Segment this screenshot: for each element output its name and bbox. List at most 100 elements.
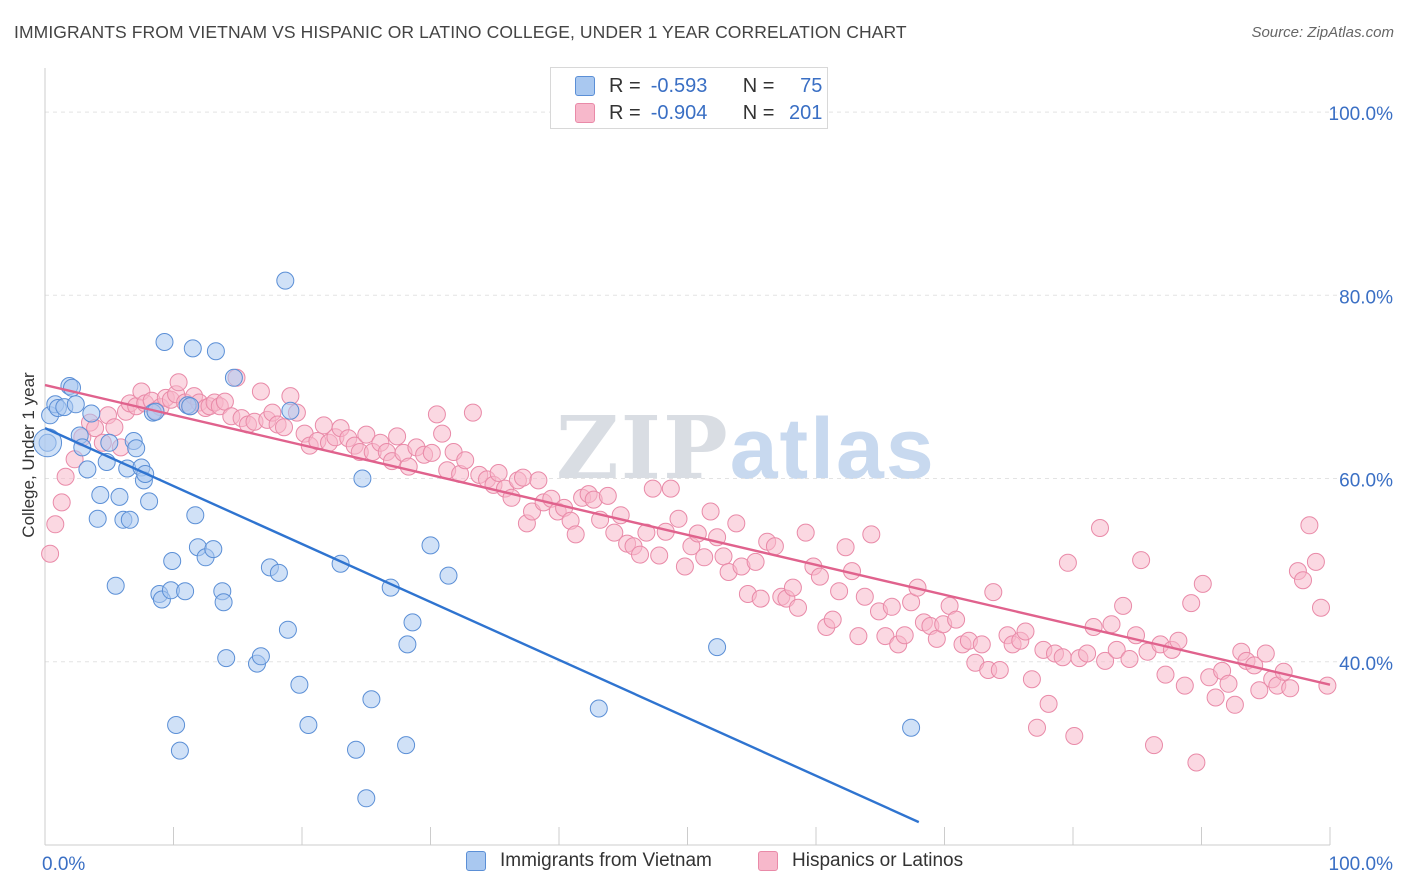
hispanic-point xyxy=(783,578,802,597)
legend-swatch-pink xyxy=(575,103,595,123)
y-tick-label: 60.0% xyxy=(1339,471,1393,492)
vietnam-point xyxy=(120,510,139,529)
vietnam-point xyxy=(127,439,146,458)
vietnam-point xyxy=(100,433,119,452)
legend-n-label: N = xyxy=(742,74,775,97)
vietnam-point xyxy=(163,552,182,570)
hispanic-point xyxy=(727,514,746,533)
vietnam-point xyxy=(397,736,416,755)
hispanic-point xyxy=(1156,665,1175,684)
hispanic-point xyxy=(984,583,1003,602)
hispanic-point xyxy=(1256,644,1275,663)
legend-r-value: -0.593 xyxy=(650,74,708,97)
hispanic-point xyxy=(456,451,475,470)
hispanic-point xyxy=(388,427,407,446)
vietnam-point xyxy=(217,649,236,668)
hispanic-point xyxy=(830,582,849,601)
y-tick-label: 40.0% xyxy=(1339,654,1393,675)
hispanic-point xyxy=(862,525,881,544)
hispanic-point xyxy=(796,523,815,542)
hispanic-point xyxy=(990,661,1009,679)
hispanic-point xyxy=(1300,516,1319,535)
hispanic-point xyxy=(1169,631,1188,650)
grid-lines xyxy=(45,111,1338,663)
hispanic-point xyxy=(669,509,688,528)
legend-n-label: N = xyxy=(742,101,775,124)
vietnam-point xyxy=(91,486,110,504)
vietnam-point xyxy=(439,566,458,585)
hispanic-point xyxy=(427,405,446,424)
watermark-zip: ZIP xyxy=(556,398,730,499)
vietnam-point xyxy=(167,716,186,734)
vietnam-point xyxy=(421,536,440,555)
hispanic-point xyxy=(1206,688,1225,707)
hispanic-point xyxy=(855,587,874,606)
vietnam-point xyxy=(106,576,125,595)
x-tick-label-max: 100.0% xyxy=(1329,854,1394,875)
hispanic-point xyxy=(1225,695,1244,714)
series-name-hispanic: Hispanics or Latinos xyxy=(792,850,964,871)
hispanic-point xyxy=(1250,681,1269,700)
hispanic-point xyxy=(746,552,765,571)
hispanic-point xyxy=(810,567,829,586)
vietnam-point xyxy=(183,339,202,358)
hispanic-point xyxy=(1312,598,1330,617)
hispanic-point xyxy=(357,425,376,444)
legend-r-label: R = xyxy=(609,101,641,124)
hispanic-point xyxy=(169,373,188,392)
hispanic-point xyxy=(598,486,617,505)
hispanic-point xyxy=(1306,552,1325,571)
hispanic-point xyxy=(1318,676,1337,695)
hispanic-point xyxy=(714,547,733,566)
vietnam-point xyxy=(269,563,288,582)
legend-row-vietnam: R = -0.593 N = 75 xyxy=(575,73,822,99)
hispanic-point xyxy=(251,382,270,401)
vietnam-point xyxy=(281,401,300,420)
y-tick-label: 80.0% xyxy=(1339,287,1393,308)
legend-n-value: 201 xyxy=(789,101,823,124)
vietnam-point xyxy=(347,740,365,759)
watermark-atlas: atlas xyxy=(729,401,936,497)
hispanic-point xyxy=(529,471,548,490)
vietnam-point xyxy=(181,397,200,416)
vietnam-point xyxy=(357,789,376,808)
series-legend-hispanic: Hispanics or Latinos xyxy=(758,850,963,872)
vietnam-point xyxy=(403,613,422,632)
vietnam-point xyxy=(204,540,223,559)
vietnam-point xyxy=(110,487,129,506)
hispanic-point xyxy=(463,403,482,422)
hispanic-point xyxy=(876,627,895,646)
hispanic-point xyxy=(1028,718,1046,737)
hispanic-point xyxy=(1187,753,1206,772)
hispanic-point xyxy=(1016,622,1035,641)
hispanic-point xyxy=(895,626,914,645)
vietnam-point xyxy=(353,469,372,488)
vietnam-point xyxy=(589,699,608,718)
hispanic-point xyxy=(275,418,293,437)
vietnam-point xyxy=(276,271,295,290)
vietnam-point xyxy=(82,404,101,423)
hispanic-point xyxy=(1281,679,1300,698)
series-legend-vietnam: Immigrants from Vietnam xyxy=(466,850,712,872)
vietnam-point xyxy=(278,620,297,639)
hispanic-point xyxy=(695,548,714,567)
hispanic-point xyxy=(1102,615,1121,634)
hispanic-point xyxy=(643,479,662,498)
hispanic-point xyxy=(1107,640,1126,659)
hispanic-point xyxy=(1175,676,1194,695)
hispanic-point xyxy=(1294,571,1312,590)
legend-r-value: -0.904 xyxy=(650,101,708,124)
hispanic-point xyxy=(399,457,418,476)
vietnam-point xyxy=(140,492,159,511)
tick-labels: 40.0% 60.0% 80.0% 100.0% 0.0% 100.0% College, … xyxy=(19,104,1393,875)
hispanic-point xyxy=(1022,670,1041,689)
chart-title: IMMIGRANTS FROM VIETNAM VS HISPANIC OR L… xyxy=(14,22,907,42)
correlation-legend: R = -0.593 N = 75 R = -0.904 N = 201 xyxy=(550,67,828,129)
series-swatch-blue xyxy=(466,851,486,871)
vietnam-point xyxy=(362,690,381,709)
hispanic-point xyxy=(105,418,124,437)
hispanic-point xyxy=(1120,650,1139,668)
vietnam-point xyxy=(176,582,195,601)
hispanic-point xyxy=(1219,674,1238,693)
series-swatch-pink xyxy=(758,851,778,871)
